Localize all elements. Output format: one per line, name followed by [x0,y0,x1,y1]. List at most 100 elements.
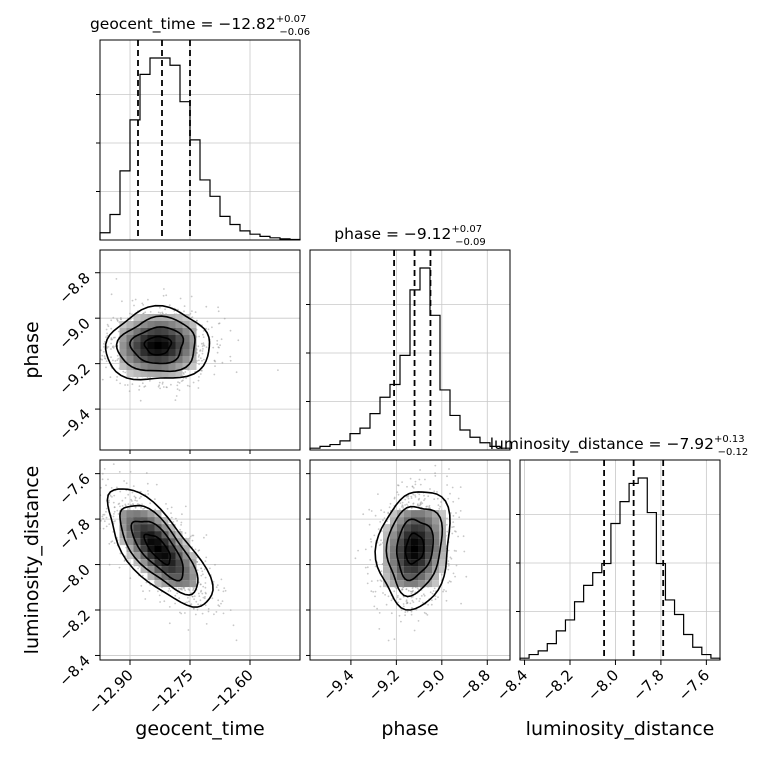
sample-point [369,538,372,540]
sample-point [93,479,95,481]
density-block [390,580,397,588]
density-block [404,545,411,553]
sample-point [201,570,204,573]
density-block [147,524,155,532]
density-block [133,517,141,525]
density-block [119,342,127,349]
sample-point [105,484,107,487]
density-block [147,566,155,574]
sample-point [410,592,413,595]
ytick-label-luminosity-distance-2: −8.0 [55,561,93,599]
sample-point [143,507,146,510]
sample-point [116,359,119,361]
title-geocent-time-median: −12.82 [218,15,275,33]
sample-point [201,345,204,348]
sample-point [200,589,203,592]
sample-point [434,464,437,467]
density-block [189,356,197,363]
sample-point [199,583,202,586]
sample-point [196,561,199,563]
sample-point [412,601,415,603]
density-block [154,552,162,560]
sample-point [235,639,238,642]
sample-point [388,506,391,509]
ytick-label-phase-3: −8.8 [55,269,93,307]
density-block [418,559,425,567]
density-block [175,314,183,321]
sample-point [419,483,422,486]
sample-point [399,502,402,505]
density-block [154,342,162,349]
sample-point [116,376,118,378]
density-block [425,552,432,560]
sample-point [410,596,413,599]
sample-point [364,566,367,569]
sample-point [426,505,428,508]
title-luminosity-distance-plus: +0.13 [714,434,745,445]
density-block [383,531,390,539]
sample-point [112,515,115,518]
sample-point [197,592,200,595]
sample-point [398,508,401,510]
sample-point [370,590,373,593]
density-block [154,580,162,588]
sample-point [204,576,207,579]
sample-point [200,567,203,570]
density-block [175,545,183,553]
sample-point [198,595,201,597]
density-block [140,566,148,574]
sample-point [369,559,372,561]
density-block [168,328,176,335]
sample-point [445,590,447,593]
density-block [126,524,134,532]
sample-point [187,596,189,599]
sample-point [192,589,195,591]
sample-point [180,612,183,615]
density-block [383,524,390,532]
sample-point [451,486,454,489]
sample-point [214,563,216,566]
density-block [126,545,134,553]
sample-point [112,347,115,349]
sample-point [454,530,456,532]
xlabel-geocent-time: geocent_time [135,718,264,740]
density-block [119,510,127,518]
sample-point [101,472,104,475]
sample-point [91,496,93,498]
sample-point [221,600,224,602]
sample-point [204,560,207,562]
sample-point [98,488,100,490]
sample-point [223,587,226,589]
density-block [126,510,134,518]
density-block [161,370,169,377]
density-block [168,335,176,342]
sample-point [395,587,398,590]
sample-point [205,556,208,559]
density-block [390,559,397,567]
density-block [397,559,404,567]
sample-point [402,603,405,605]
sample-point [129,471,132,473]
sample-point [216,339,219,342]
sample-point [427,603,429,606]
sample-point [192,381,195,384]
density-block [126,531,134,539]
density-block [182,328,190,335]
density-block [425,531,432,539]
sample-point [117,503,120,505]
sample-point [380,509,382,512]
scatter-inner-geocent-time-luminosity-distance [91,460,300,660]
sample-point [205,534,208,536]
sample-point [393,638,396,641]
sample-point [144,598,147,600]
density-block [432,580,439,588]
sample-point [433,587,436,590]
density-block [175,538,183,546]
sample-point [159,601,162,603]
sample-point [434,472,436,475]
sample-point [454,575,456,578]
xtick-label-luminosity-distance-4: −7.6 [675,666,713,704]
sample-point [405,588,408,590]
sample-point [221,361,224,364]
sample-point [409,590,412,593]
